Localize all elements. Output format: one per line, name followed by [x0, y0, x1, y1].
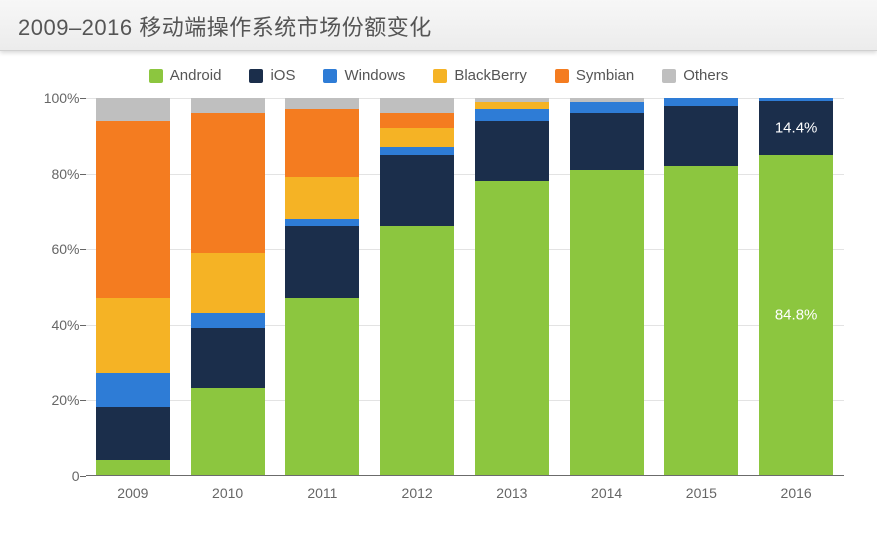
stacked-bar [380, 98, 454, 475]
bar-segment-others [285, 98, 359, 109]
legend-item-android: Android [149, 67, 222, 84]
bar-segment-windows [664, 98, 738, 106]
x-tick-label: 2015 [654, 475, 749, 501]
bar-column: 2011 [275, 98, 370, 475]
bar-value-label: 84.8% [759, 307, 833, 324]
bar-column: 2014 [559, 98, 654, 475]
bar-segment-android [664, 166, 738, 475]
stacked-bar [285, 98, 359, 475]
bar-segment-windows [380, 147, 454, 155]
legend-label: Others [683, 67, 728, 84]
bar-column: 2013 [465, 98, 560, 475]
bar-segment-others [380, 98, 454, 113]
bar-segment-others [570, 98, 644, 102]
bar-segment-android [380, 226, 454, 475]
stacked-bar [570, 98, 644, 475]
stacked-bar [191, 98, 265, 475]
stacked-bar: 84.8% 14.4% [759, 98, 833, 475]
bar-segment-ios: 14.4% [759, 101, 833, 155]
y-tick-label: 80% [24, 166, 80, 182]
legend-label: Android [170, 67, 222, 84]
bar-segment-others [475, 98, 549, 102]
legend-item-windows: Windows [323, 67, 405, 84]
stacked-bar [475, 98, 549, 475]
x-tick-label: 2016 [749, 475, 844, 501]
legend-label: iOS [270, 67, 295, 84]
bar-segment-android [96, 460, 170, 475]
bar-segment-symbian [285, 109, 359, 177]
x-tick-label: 2011 [275, 475, 370, 501]
y-tick-label: 100% [24, 90, 80, 106]
legend-label: Windows [344, 67, 405, 84]
bar-segment-symbian [380, 113, 454, 128]
bar-segment-ios [285, 226, 359, 298]
bar-column: 2010 [180, 98, 275, 475]
bar-segment-symbian [96, 121, 170, 298]
y-tick-label: 40% [24, 317, 80, 333]
bar-segment-ios [475, 121, 549, 181]
x-tick-label: 2009 [86, 475, 181, 501]
bar-segment-ios [570, 113, 644, 170]
stacked-bar [96, 98, 170, 475]
legend-item-others: Others [662, 67, 728, 84]
bar-segment-ios [380, 155, 454, 227]
legend-swatch [555, 69, 569, 83]
y-tick-label: 60% [24, 241, 80, 257]
chart-legend: Android iOS Windows BlackBerry Symbian Others [0, 51, 877, 90]
bar-segment-android [475, 181, 549, 475]
bar-column: 84.8%14.4%2016 [749, 98, 844, 475]
bar-segment-others [96, 98, 170, 121]
bar-segment-android [570, 170, 644, 475]
bar-segment-windows [475, 109, 549, 120]
y-tick-label: 20% [24, 392, 80, 408]
bar-segment-symbian [191, 113, 265, 252]
bar-segment-windows [96, 373, 170, 407]
bar-segment-android [191, 388, 265, 475]
bar-column: 2009 [86, 98, 181, 475]
x-tick-label: 2013 [465, 475, 560, 501]
legend-swatch [433, 69, 447, 83]
x-tick-label: 2014 [559, 475, 654, 501]
bar-segment-blackberry [475, 102, 549, 110]
stacked-bar [664, 98, 738, 475]
bar-segment-windows [759, 98, 833, 101]
legend-swatch [323, 69, 337, 83]
page-title: 2009–2016 移动端操作系统市场份额变化 [0, 0, 877, 51]
bar-segment-android: 84.8% [759, 155, 833, 475]
bar-segment-ios [664, 106, 738, 166]
bar-column: 2012 [370, 98, 465, 475]
bar-segment-blackberry [96, 298, 170, 373]
bar-segment-windows [285, 219, 359, 227]
y-tick-label: 0 [24, 468, 80, 484]
x-tick-label: 2010 [180, 475, 275, 501]
legend-item-blackberry: BlackBerry [433, 67, 527, 84]
legend-label: Symbian [576, 67, 634, 84]
bar-segment-ios [191, 328, 265, 388]
legend-swatch [662, 69, 676, 83]
bar-column: 2015 [654, 98, 749, 475]
bar-segment-blackberry [191, 253, 265, 313]
bar-segment-others [191, 98, 265, 113]
legend-item-symbian: Symbian [555, 67, 634, 84]
bar-segment-windows [191, 313, 265, 328]
bar-segment-windows [570, 102, 644, 113]
legend-swatch [149, 69, 163, 83]
legend-label: BlackBerry [454, 67, 527, 84]
bar-segment-blackberry [380, 128, 454, 147]
legend-item-ios: iOS [249, 67, 295, 84]
bar-segment-android [285, 298, 359, 475]
x-tick-label: 2012 [370, 475, 465, 501]
stacked-bar-chart: 020%40%60%80%100% 2009201020112012201320… [24, 90, 854, 510]
bar-segment-blackberry [285, 177, 359, 218]
bar-value-label: 14.4% [759, 120, 833, 137]
legend-swatch [249, 69, 263, 83]
bar-segment-ios [96, 407, 170, 460]
